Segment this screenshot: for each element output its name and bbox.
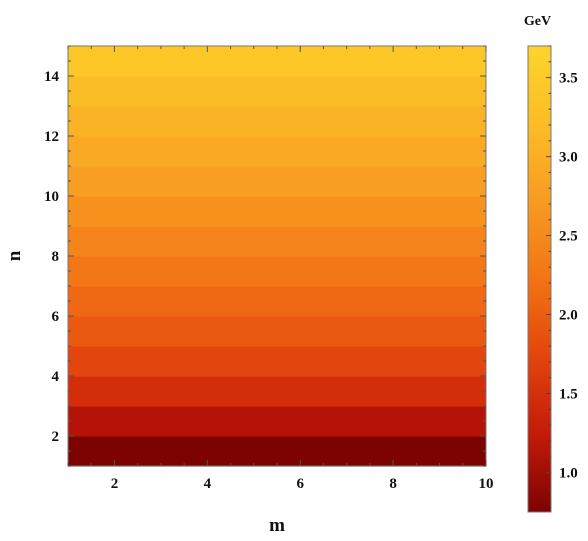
x-tick-label: 4 bbox=[204, 476, 212, 492]
y-axis: 2 4 6 8 10 12 14 bbox=[44, 45, 486, 467]
y-tick-label: 14 bbox=[44, 69, 60, 85]
heatmap-band-2 bbox=[68, 376, 486, 407]
heatmap-band-1 bbox=[68, 406, 486, 437]
y-axis-label: n bbox=[4, 250, 25, 261]
heatmap-band-10 bbox=[68, 136, 486, 167]
x-axis-label: m bbox=[269, 515, 285, 536]
heatmap-band-8 bbox=[68, 196, 486, 227]
heatmap-band-12 bbox=[68, 76, 486, 107]
heatmap-bands bbox=[68, 46, 486, 467]
y-tick-label: 10 bbox=[44, 189, 59, 205]
colorbar-tick-label: 2.0 bbox=[559, 308, 578, 324]
heatmap-band-3 bbox=[68, 346, 486, 377]
heatmap-band-4 bbox=[68, 316, 486, 347]
colorbar-tick-label: 3.0 bbox=[559, 150, 578, 166]
y-tick-label: 6 bbox=[52, 309, 60, 325]
heatmap-band-7 bbox=[68, 226, 486, 257]
colorbar-unit-label: GeV bbox=[524, 14, 551, 29]
x-tick-label: 2 bbox=[111, 476, 119, 492]
colorbar-tick-label: 3.5 bbox=[559, 71, 578, 87]
heatmap-band-11 bbox=[68, 106, 486, 137]
y-tick-label: 4 bbox=[52, 369, 60, 385]
colorbar: GeV 1.0 1.5 2.0 2.5 3.0 3.5 bbox=[524, 14, 578, 513]
colorbar-ticks: 1.0 1.5 2.0 2.5 3.0 3.5 bbox=[546, 45, 578, 505]
heatmap-band-6 bbox=[68, 256, 486, 287]
colorbar-tick-label: 1.0 bbox=[559, 466, 578, 482]
colorbar-tick-label: 2.5 bbox=[559, 229, 578, 245]
y-tick-label: 8 bbox=[52, 249, 60, 265]
heatmap-band-9 bbox=[68, 166, 486, 197]
colorbar-tick-label: 1.5 bbox=[559, 387, 578, 403]
y-tick-label: 2 bbox=[52, 429, 60, 445]
heatmap-band-5 bbox=[68, 286, 486, 317]
y-tick-label: 12 bbox=[44, 129, 59, 145]
x-axis: 2 4 6 8 10 bbox=[67, 46, 494, 492]
heatmap-band-0 bbox=[68, 436, 486, 467]
x-tick-label: 8 bbox=[389, 476, 397, 492]
colorbar-gradient bbox=[527, 45, 552, 513]
x-tick-label: 10 bbox=[479, 476, 494, 492]
heatmap-band-13 bbox=[68, 46, 486, 77]
x-tick-label: 6 bbox=[296, 476, 304, 492]
